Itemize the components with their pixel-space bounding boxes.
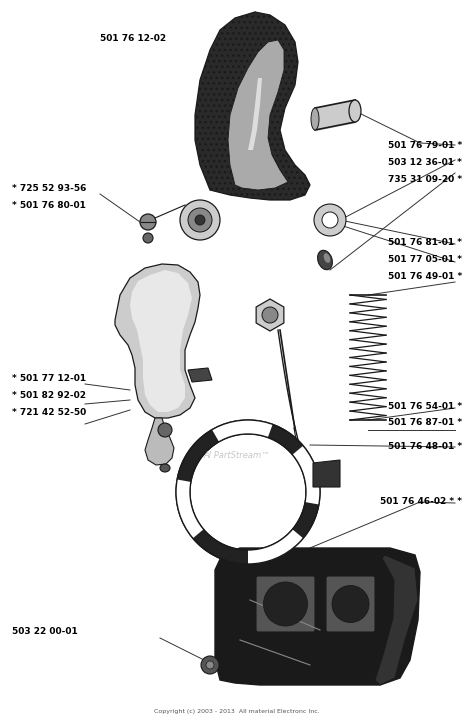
Ellipse shape [160, 464, 170, 472]
Polygon shape [176, 480, 203, 539]
Polygon shape [115, 264, 200, 418]
Polygon shape [313, 460, 340, 487]
Text: * 721 42 52-50: * 721 42 52-50 [12, 408, 86, 416]
Ellipse shape [140, 214, 156, 230]
Polygon shape [256, 299, 284, 331]
Text: 501 76 54-01 *: 501 76 54-01 * [388, 402, 462, 410]
Circle shape [322, 212, 338, 228]
Circle shape [180, 200, 220, 240]
Polygon shape [188, 368, 212, 382]
Text: * 501 77 12-01: * 501 77 12-01 [12, 374, 86, 382]
Text: * 725 52 93-56: * 725 52 93-56 [12, 184, 86, 192]
Text: Copyright (c) 2003 - 2013  All material Electronc Inc.: Copyright (c) 2003 - 2013 All material E… [154, 709, 320, 714]
Text: 501 76 48-01 *: 501 76 48-01 * [388, 441, 462, 451]
Polygon shape [228, 40, 288, 190]
Ellipse shape [311, 108, 319, 130]
Circle shape [314, 204, 346, 236]
Text: Al PartStream™: Al PartStream™ [204, 451, 270, 459]
Polygon shape [375, 555, 418, 685]
Circle shape [262, 307, 278, 323]
Text: * 501 82 92-02: * 501 82 92-02 [12, 390, 86, 400]
Polygon shape [248, 78, 262, 150]
Text: 501 76 12-02: 501 76 12-02 [100, 34, 166, 42]
Text: 503 12 36-01 *: 503 12 36-01 * [388, 158, 462, 166]
Polygon shape [248, 529, 303, 564]
Text: 501 76 79-01 *: 501 76 79-01 * [388, 140, 462, 150]
Circle shape [188, 208, 212, 232]
Polygon shape [212, 420, 273, 442]
Circle shape [158, 423, 172, 437]
Ellipse shape [318, 251, 332, 270]
Text: 501 76 81-01 *: 501 76 81-01 * [388, 238, 462, 246]
Text: * 501 76 80-01: * 501 76 80-01 [12, 200, 86, 210]
Text: 503 22 00-01: 503 22 00-01 [12, 628, 78, 636]
Ellipse shape [324, 253, 330, 263]
FancyBboxPatch shape [256, 576, 315, 632]
Text: 501 77 05-01 *: 501 77 05-01 * [388, 254, 462, 264]
Circle shape [332, 585, 369, 623]
Text: 501 76 49-01 *: 501 76 49-01 * [388, 271, 462, 281]
Polygon shape [176, 420, 320, 564]
Polygon shape [292, 446, 320, 505]
Text: 501 76 46-02 * *: 501 76 46-02 * * [380, 497, 462, 505]
Polygon shape [145, 418, 174, 465]
Text: 735 31 09-20 *: 735 31 09-20 * [388, 174, 462, 184]
Polygon shape [215, 548, 420, 685]
Polygon shape [130, 270, 192, 412]
Ellipse shape [143, 233, 153, 243]
FancyBboxPatch shape [326, 576, 375, 632]
Polygon shape [195, 12, 310, 200]
Text: 501 76 87-01 *: 501 76 87-01 * [388, 418, 462, 426]
Ellipse shape [349, 100, 361, 122]
Circle shape [206, 661, 214, 669]
Circle shape [264, 582, 308, 626]
Circle shape [201, 656, 219, 674]
Circle shape [195, 215, 205, 225]
